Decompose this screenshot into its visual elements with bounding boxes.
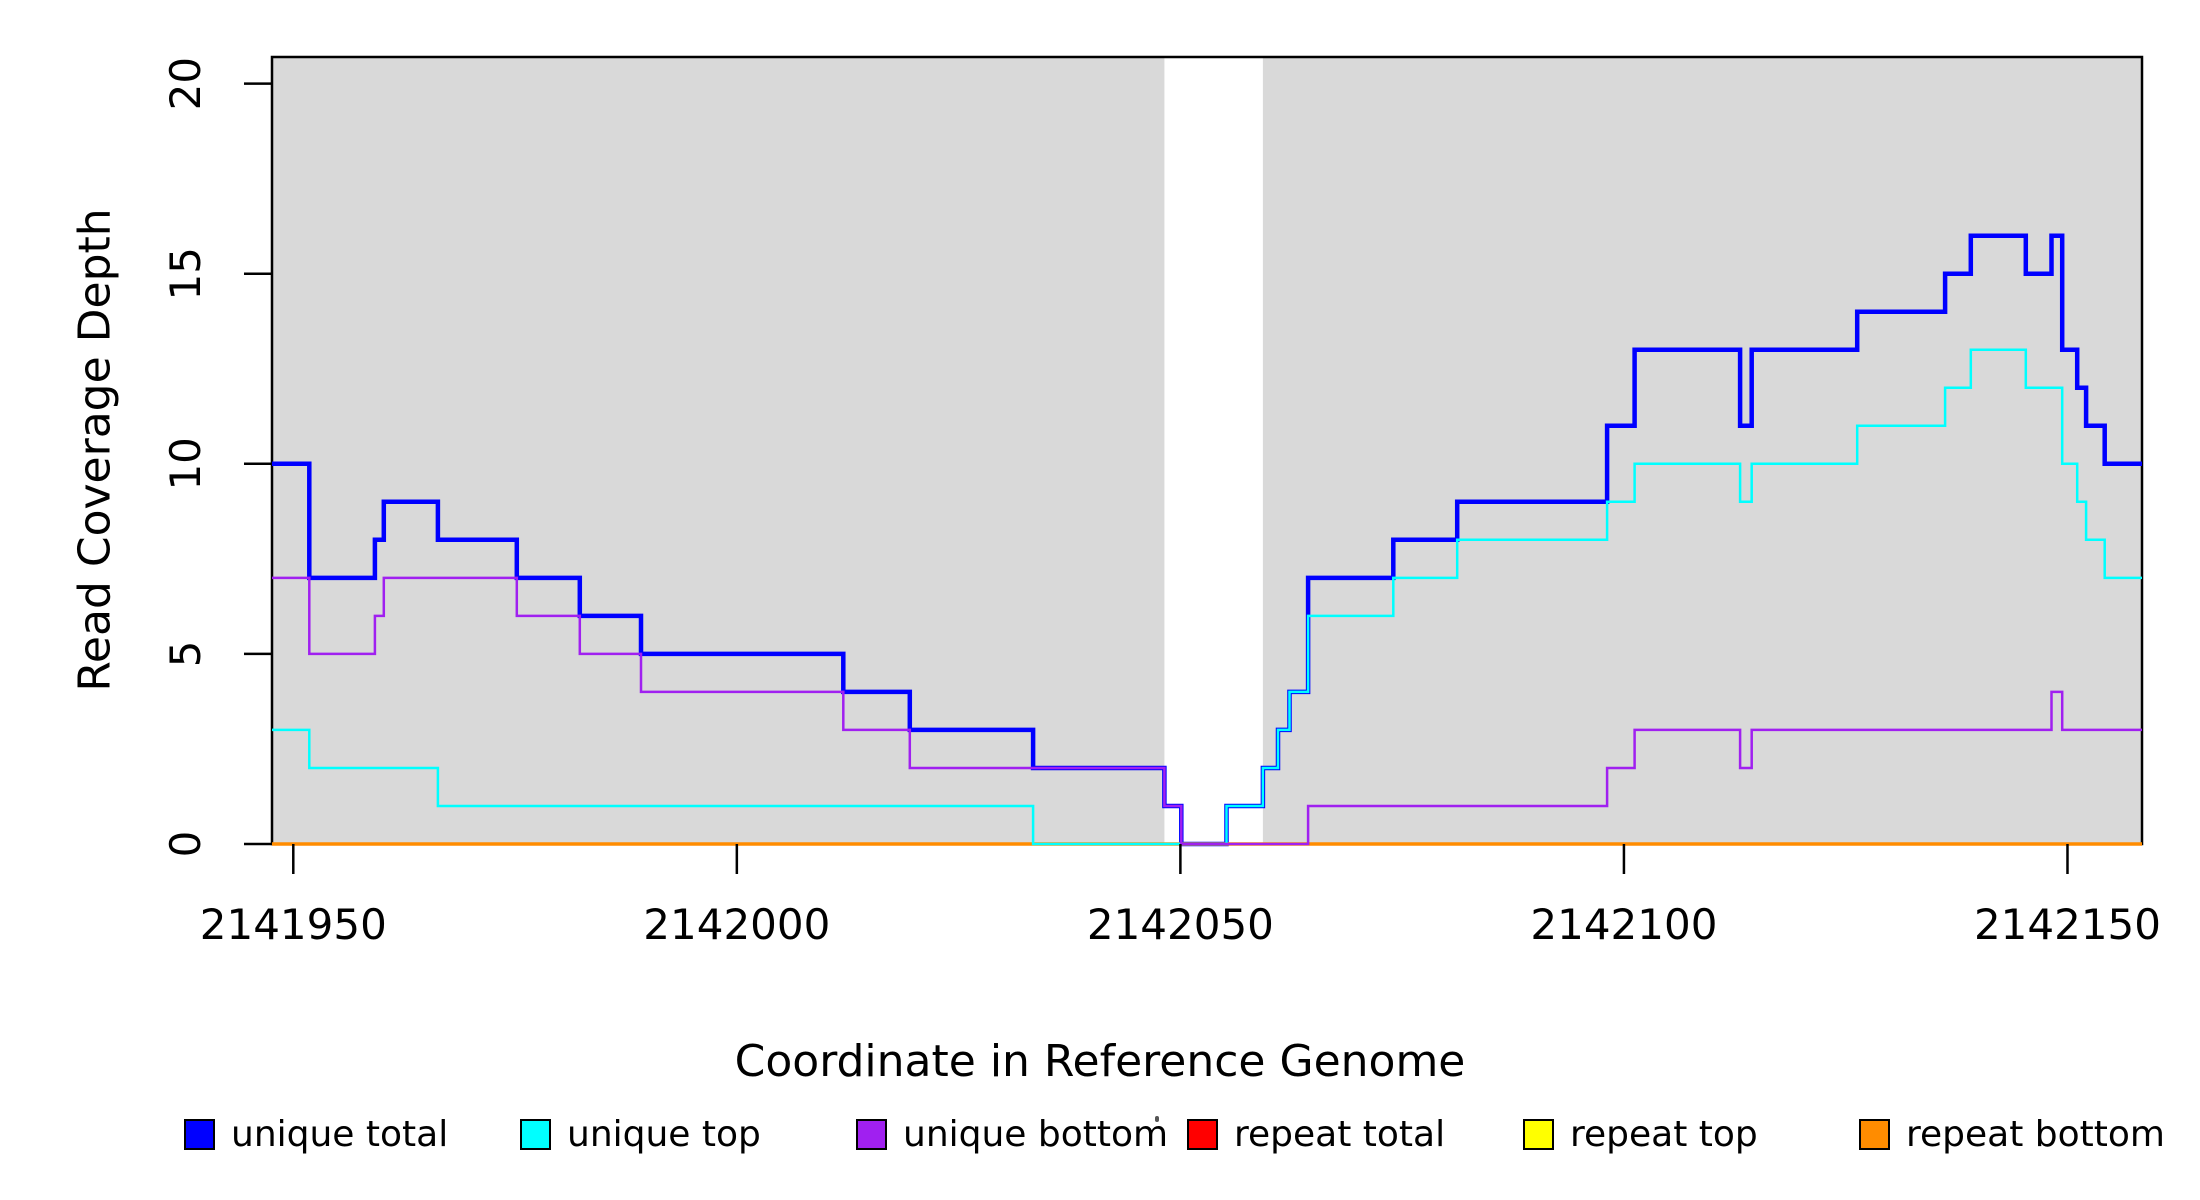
y-tick-label: 5	[161, 641, 210, 668]
legend-swatch-icon	[856, 1118, 887, 1150]
legend-swatch-icon	[1523, 1118, 1554, 1150]
legend-item-unique-total: unique total	[184, 1108, 448, 1160]
y-tick-label: 0	[161, 831, 210, 858]
series-unique-top	[272, 348, 2142, 846]
legend-swatch-icon	[520, 1118, 551, 1150]
x-tick-label: 2142100	[1530, 900, 1717, 949]
shaded-region	[272, 57, 1165, 844]
x-tick-label: 2141950	[200, 900, 387, 949]
legend-label: repeat total	[1234, 1113, 1446, 1155]
legend-item-repeat-total: repeat total	[1187, 1108, 1445, 1160]
legend-label: unique total	[231, 1113, 449, 1155]
legend-label: unique top	[567, 1113, 761, 1155]
legend-swatch-icon	[1859, 1118, 1890, 1150]
x-tick-label: 2142150	[1974, 900, 2161, 949]
x-tick-label: 2142050	[1087, 900, 1274, 949]
x-axis-title: Coordinate in Reference Genome	[734, 1036, 1466, 1087]
legend-item-repeat-bottom: repeat bottom	[1859, 1108, 2165, 1160]
legend-label: repeat top	[1570, 1113, 1758, 1155]
x-tick-label: 2142000	[643, 900, 830, 949]
legend-swatch-icon	[1187, 1118, 1218, 1150]
legend: unique total unique top unique bottom repea…	[0, 1108, 2200, 1168]
y-tick-label: 20	[161, 57, 210, 110]
y-axis-title: Read Coverage Depth	[69, 208, 121, 692]
legend-item-repeat-top: repeat top	[1523, 1108, 1758, 1160]
legend-label: unique bottom	[903, 1113, 1169, 1155]
legend-item-unique-bottom: unique bottom	[856, 1108, 1168, 1160]
legend-item-unique-top: unique top	[520, 1108, 761, 1160]
stray-dot	[1155, 1116, 1159, 1122]
series-unique-bottom	[272, 576, 2142, 846]
y-tick-label: 10	[161, 437, 210, 490]
legend-swatch-icon	[184, 1118, 215, 1150]
shaded-region	[1262, 57, 2142, 844]
y-tick-label: 15	[161, 247, 210, 300]
legend-label: repeat bottom	[1906, 1113, 2165, 1155]
